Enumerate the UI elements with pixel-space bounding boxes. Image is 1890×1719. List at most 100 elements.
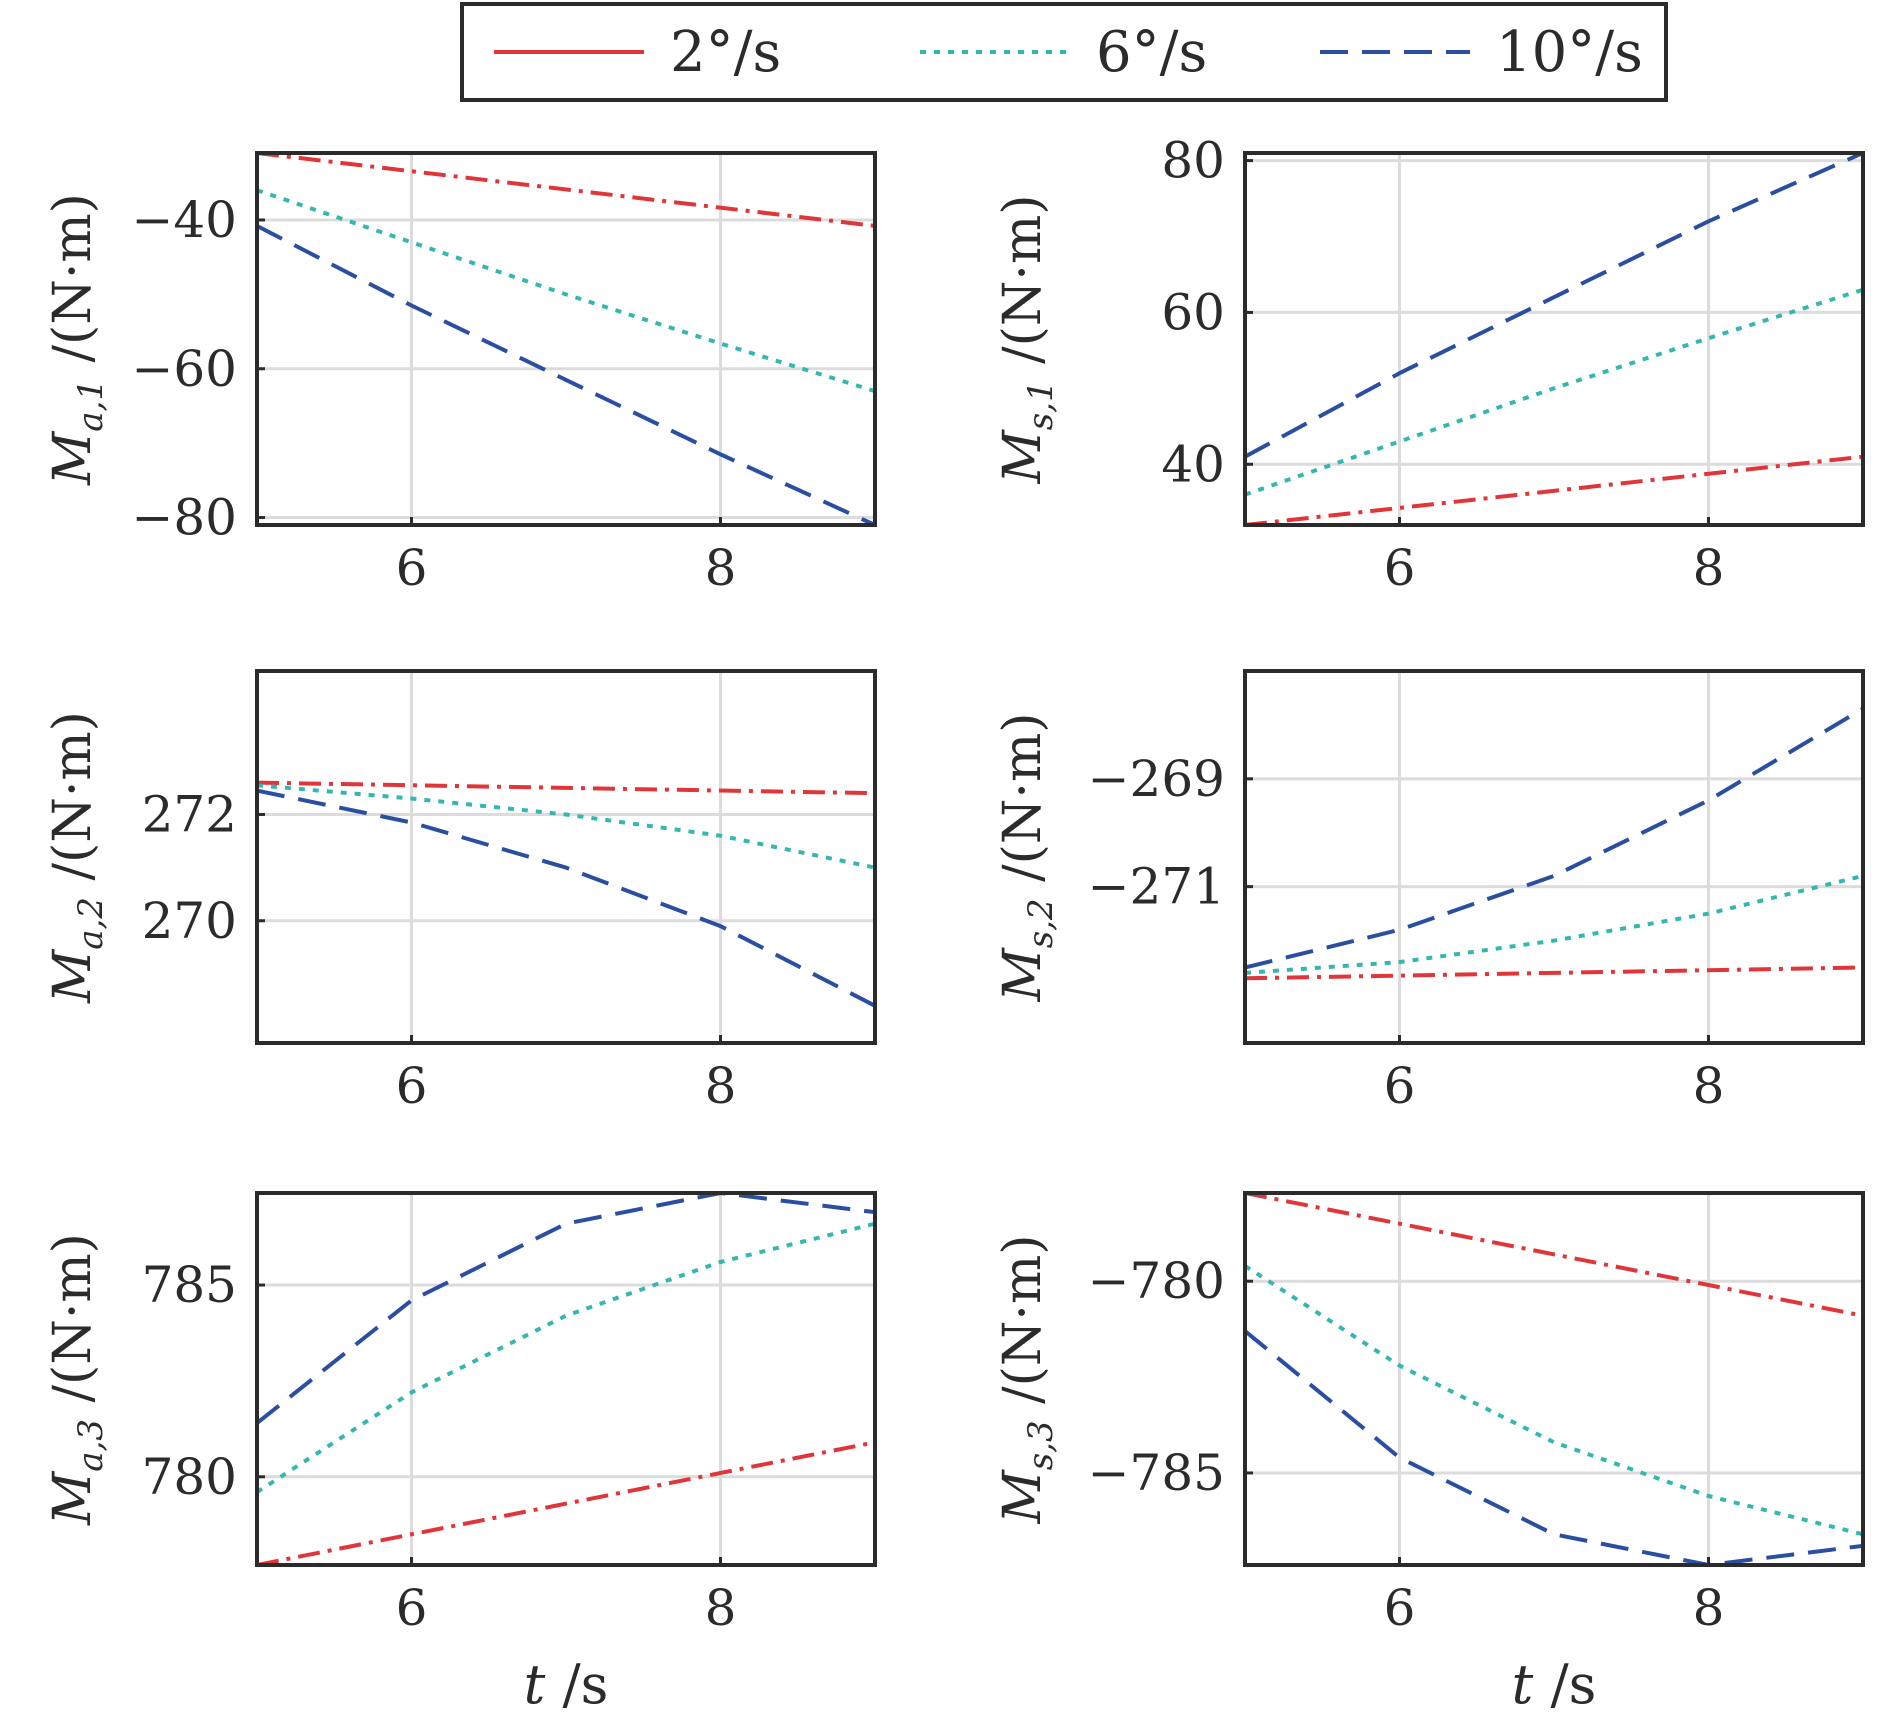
x-tick-label-ma1-1: 8 [705, 539, 737, 597]
subplot-ma3: 6 8 785 780 Ma,3 /(N·m) t /s [43, 1191, 877, 1716]
series-line-ms1-6deg [1245, 287, 1863, 497]
y-axis-label-symbol-ma1: M [43, 430, 103, 486]
x-axis-label-ma3: t /s [524, 1653, 609, 1716]
legend-label-10deg: 10°/s [1496, 19, 1643, 85]
y-tick-label-ms2-0: −269 [1088, 750, 1225, 808]
y-tick-label-ma3-1: 780 [142, 1448, 237, 1506]
x-axis-label-unit-ma3: /s [545, 1653, 608, 1716]
x-axis-label-var-ms3: t [1512, 1653, 1534, 1716]
y-tick-label-ma2-0: 272 [142, 785, 237, 843]
series-line-ms3-2deg [1245, 1193, 1863, 1318]
axes-frame-ma3 [255, 1191, 877, 1567]
x-tick-label-ms2-1: 8 [1693, 1057, 1725, 1115]
y-axis-label-ms3: Ms,3 /(N·m) [993, 1234, 1061, 1524]
y-axis-label-unit-ma1: /(N·m) [43, 193, 103, 379]
axes-frame-ms2 [1243, 669, 1865, 1045]
y-axis-label-unit-ms2: /(N·m) [993, 712, 1053, 898]
x-tick-label-ma2-0: 6 [396, 1057, 428, 1115]
x-axis-label-ms3: t /s [1512, 1653, 1597, 1716]
legend-item-6deg: 6°/s [920, 6, 1207, 98]
subplot-ms1: 6 8 80 60 40 Ms,1 /(N·m) [993, 132, 1865, 597]
subplot-ma2: 6 8 272 270 Ma,2 /(N·m) [43, 669, 877, 1115]
x-axis-label-var-ma3: t [524, 1653, 546, 1716]
y-tick-label-ms1-1: 60 [1161, 283, 1225, 341]
plot-area-ms1 [1245, 153, 1863, 525]
x-tick-label-ma1-0: 6 [396, 539, 428, 597]
y-tick-label-ms1-2: 40 [1161, 435, 1225, 493]
series-line-ms3-10deg [1245, 1329, 1863, 1565]
x-tick-label-ms1-1: 8 [1693, 539, 1725, 597]
y-axis-label-symbol-ma2: M [43, 948, 103, 1004]
y-axis-label-subscript-ms2: s,2 [1021, 898, 1061, 948]
y-axis-label-symbol-ma3: M [43, 1470, 103, 1526]
y-axis-label-symbol-ms3: M [993, 1469, 1053, 1525]
series-group-ms1 [1245, 153, 1863, 525]
axes-frame-ms1 [1243, 151, 1865, 527]
x-tick-label-ms3-1: 8 [1693, 1579, 1725, 1637]
legend-item-10deg: 10°/s [1320, 6, 1643, 98]
x-tick-label-ms3-0: 6 [1384, 1579, 1416, 1637]
axes-frame-ma1 [255, 151, 877, 527]
series-line-ms1-10deg [1245, 153, 1863, 459]
y-axis-label-subscript-ms3: s,3 [1021, 1420, 1061, 1470]
x-tick-label-ma2-1: 8 [705, 1057, 737, 1115]
series-group-ms3 [1245, 1193, 1863, 1565]
axes-frame-ma2 [255, 669, 877, 1045]
x-tick-label-ma3-0: 6 [396, 1579, 428, 1637]
series-line-ma2-10deg [257, 788, 875, 1008]
series-line-ma2-6deg [257, 783, 875, 870]
y-axis-label-unit-ms1: /(N·m) [993, 194, 1053, 380]
y-axis-label-symbol-ms1: M [993, 429, 1053, 485]
y-axis-label-unit-ma2: /(N·m) [43, 711, 103, 897]
legend-label-2deg: 2°/s [670, 19, 782, 85]
x-axis-label-unit-ms3: /s [1533, 1653, 1596, 1716]
y-tick-label-ms1-0: 80 [1161, 132, 1225, 190]
series-line-ms2-10deg [1245, 706, 1863, 970]
subplot-ma1: 6 8 −40 −60 −80 Ma,1 /(N·m) [43, 151, 877, 597]
legend-swatch-6deg [920, 50, 1070, 54]
y-axis-label-ma2: Ma,2 /(N·m) [43, 711, 111, 1004]
x-tick-label-ms2-0: 6 [1384, 1057, 1416, 1115]
series-group-ma1 [257, 153, 875, 525]
y-axis-label-subscript-ms1: s,1 [1021, 380, 1061, 430]
y-axis-label-ma1: Ma,1 /(N·m) [43, 193, 111, 486]
y-tick-label-ma1-2: −80 [131, 489, 237, 547]
plot-area-ms2 [1245, 671, 1863, 1043]
series-line-ma3-2deg [257, 1440, 875, 1565]
plot-area-ma3 [257, 1193, 875, 1565]
y-tick-label-ms3-0: −780 [1088, 1252, 1225, 1310]
y-axis-label-ma3: Ma,3 /(N·m) [43, 1233, 111, 1526]
plot-area-ma2 [257, 671, 875, 1043]
y-axis-label-unit-ms3: /(N·m) [993, 1234, 1053, 1420]
series-line-ms2-6deg [1245, 873, 1863, 975]
axes-frame-ms3 [1243, 1191, 1865, 1567]
x-tick-label-ma3-1: 8 [705, 1579, 737, 1637]
y-tick-label-ma3-0: 785 [142, 1256, 237, 1314]
y-axis-label-subscript-ma3: a,3 [71, 1419, 111, 1472]
y-axis-label-symbol-ms2: M [993, 947, 1053, 1003]
y-tick-label-ma2-1: 270 [142, 892, 237, 950]
series-group-ma3 [257, 1193, 875, 1565]
series-line-ma3-10deg [257, 1193, 875, 1425]
series-group-ma2 [257, 780, 875, 1008]
series-line-ma1-10deg [257, 224, 875, 525]
series-line-ma2-2deg [257, 780, 875, 796]
legend-item-2deg: 2°/s [494, 6, 781, 98]
series-line-ms2-2deg [1245, 965, 1863, 981]
y-tick-label-ms2-1: −271 [1088, 858, 1225, 916]
legend-swatch-2deg [494, 50, 644, 54]
y-axis-label-ms2: Ms,2 /(N·m) [993, 712, 1061, 1002]
y-tick-label-ma1-0: −40 [131, 191, 237, 249]
y-axis-label-subscript-ma2: a,2 [71, 897, 111, 950]
plot-area-ma1 [257, 153, 875, 525]
series-line-ma1-6deg [257, 188, 875, 394]
y-axis-label-ms1: Ms,1 /(N·m) [993, 194, 1061, 484]
y-tick-label-ma1-1: −60 [131, 340, 237, 398]
series-group-ms2 [1245, 706, 1863, 981]
legend-swatch-10deg [1320, 50, 1470, 54]
legend: 2°/s 6°/s 10°/s [460, 2, 1668, 102]
subplot-ms3: 6 8 −780 −785 Ms,3 /(N·m) t /s [993, 1191, 1865, 1716]
plot-area-ms3 [1245, 1193, 1863, 1565]
